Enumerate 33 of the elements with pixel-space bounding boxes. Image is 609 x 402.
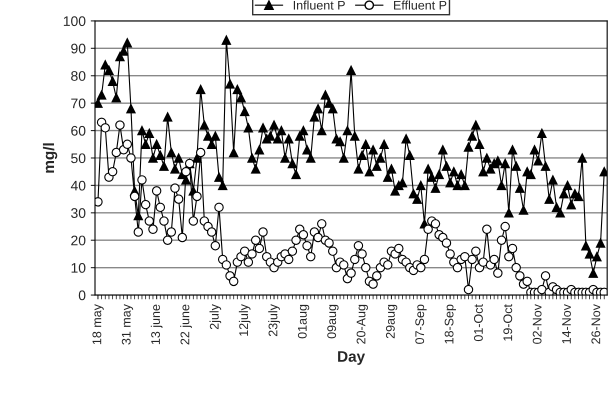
x-tick-label: 22 june: [180, 304, 192, 344]
y-tick-label: 10: [72, 262, 86, 273]
y-tick-label: 90: [71, 44, 86, 54]
x-tick-label: 23july: [268, 304, 280, 336]
x-tick-label: 02-Nov: [532, 304, 542, 344]
y-tick-label: 40: [70, 180, 86, 191]
x-tick-label: 20-Aug: [356, 304, 368, 344]
legend-label: Influent P: [294, 0, 345, 10]
y-tick-label: 0: [78, 290, 86, 300]
x-tick-label: 2july: [210, 304, 222, 330]
y-tick-label: 30: [71, 208, 86, 218]
y-tick-label: 20: [71, 236, 86, 246]
y-tick-label: 60: [71, 126, 86, 136]
x-tick-label: 19-Oct: [503, 304, 512, 341]
x-tick-label: 31 may: [122, 304, 134, 345]
legend-label: Effluent P: [394, 0, 446, 10]
x-tick-label: 01-Oct: [474, 304, 483, 342]
x-tick-label: 01aug: [298, 304, 310, 338]
y-tick-label: 70: [71, 98, 86, 108]
x-tick-label: 29aug: [386, 304, 398, 338]
x-tick-label: 18-Sep: [444, 304, 456, 344]
y-axis-title: mg/l: [42, 143, 58, 173]
y-tick-label: 80: [71, 71, 86, 81]
x-axis-title: Day: [338, 351, 366, 365]
x-tick-label: 09aug: [327, 304, 339, 338]
y-tick-label: 100: [64, 16, 86, 26]
y-tick-label: 50: [71, 153, 86, 164]
x-tick-label: 14-Nov: [562, 304, 571, 344]
x-tick-label: 26-Nov: [591, 304, 600, 344]
x-tick-label: 12july: [238, 304, 251, 336]
x-tick-label: 13 june: [150, 304, 162, 344]
x-tick-label: 07-Sep: [415, 304, 427, 344]
x-tick-label: 18 may: [92, 304, 104, 344]
